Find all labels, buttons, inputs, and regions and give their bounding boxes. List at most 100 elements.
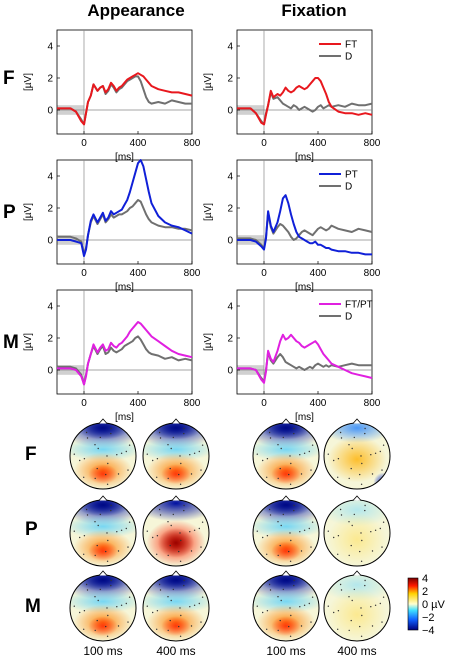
electrode-dot (106, 560, 109, 562)
electrode-dot (379, 527, 381, 530)
y-axis-label: [µV] (203, 73, 214, 91)
electrode-dot (269, 437, 272, 439)
electrode-dot (201, 521, 204, 523)
electrode-dot (266, 535, 269, 537)
electrode-dot (105, 625, 107, 628)
electrode-dot (156, 610, 159, 612)
time-label-2: 400 ms (156, 644, 195, 658)
potential-blob (259, 423, 313, 440)
series-line-d (57, 199, 193, 256)
electrode-dot (201, 596, 204, 598)
electrode-dot (310, 469, 312, 471)
topo-maps (69, 418, 391, 642)
potential-blob (253, 514, 319, 538)
potential-blob (327, 513, 387, 566)
y-tick-label: 4 (47, 302, 53, 313)
nose-marker (171, 570, 181, 576)
potential-blob (271, 464, 301, 485)
axes-frame (236, 29, 373, 135)
potential-blob (157, 528, 195, 558)
x-tick-label: 800 (184, 398, 201, 409)
potential-blob (149, 575, 203, 592)
axes-frame (56, 29, 193, 135)
series-line-d (57, 335, 193, 386)
erp-panel-f-appearance: 0 400 800 0 2 4 [µV] [ms] (23, 29, 201, 163)
electrode-dot (337, 535, 340, 537)
topo-map-f-fixation-400ms (323, 418, 391, 490)
topo-map-p-appearance-100ms (69, 495, 137, 567)
electrode-dot (172, 436, 174, 439)
column-title-fixation: Fixation (281, 1, 346, 20)
erp-panel-p-appearance: 0 400 800 0 2 4 [µV] [ms] (23, 159, 201, 293)
electrode-dot (280, 447, 282, 450)
electrode-dot (277, 629, 279, 632)
electrode-dot (189, 531, 191, 533)
electrode-dot (179, 483, 182, 485)
electrode-dot (303, 452, 306, 454)
electrode-dot (106, 455, 108, 457)
electrode-dot (289, 455, 291, 457)
electrode-dot (79, 611, 81, 614)
electrode-dot (170, 599, 172, 602)
electrode-dot (311, 444, 314, 446)
electrode-dot (110, 584, 112, 587)
electrode-dot (333, 536, 335, 539)
electrode-dot (94, 554, 96, 557)
electrode-dot (371, 550, 374, 552)
x-tick-label: 400 (310, 398, 327, 409)
electrode-dot (201, 444, 204, 446)
x-tick-label: 0 (261, 138, 267, 149)
electrode-dot (85, 583, 88, 586)
electrode-dot (190, 473, 193, 475)
electrode-dot (125, 527, 128, 530)
electrode-dot (183, 509, 185, 512)
electrode-dot (198, 450, 200, 453)
y-tick-label: 4 (47, 172, 53, 183)
electrode-dot (96, 619, 98, 622)
electrode-dot (152, 536, 154, 539)
electrode-dot (156, 458, 159, 460)
potential-blob (76, 423, 130, 440)
electrode-dot (353, 513, 355, 516)
electrode-dot (333, 611, 335, 614)
electrode-dot (120, 452, 123, 454)
nose-marker (352, 570, 362, 576)
electrode-dot (370, 454, 372, 456)
y-axis-label: [µV] (23, 203, 34, 221)
x-tick-label: 800 (364, 268, 381, 279)
x-tick-label: 400 (130, 138, 147, 149)
electrode-dot (364, 509, 366, 512)
electrode-dot (189, 454, 191, 456)
electrode-dot (339, 583, 342, 586)
electrode-dot (268, 508, 271, 511)
colorbar-tick-neg4: −4 (422, 625, 435, 637)
electrode-dot (382, 521, 385, 523)
electrode-dot (348, 521, 350, 523)
electrode-dot (289, 532, 291, 534)
electrode-dot (360, 607, 362, 609)
electrode-dot (364, 427, 366, 430)
electrode-dot (198, 602, 200, 605)
electrode-dot (280, 599, 282, 602)
axes-frame (56, 159, 193, 265)
electrode-dot (360, 635, 363, 637)
electrode-dot (97, 599, 99, 602)
electrode-dot (200, 469, 202, 471)
x-tick-label: 800 (364, 398, 381, 409)
electrode-dot (170, 524, 172, 527)
electrode-dot (256, 453, 258, 455)
y-tick-label: 0 (227, 106, 233, 117)
electrode-dot (359, 550, 361, 553)
potential-blob (161, 616, 191, 637)
electrode-dot (183, 427, 185, 430)
row-label-m: M (3, 332, 19, 353)
electrode-dot (107, 614, 109, 617)
potential-blob (161, 464, 191, 485)
potential-blob (88, 541, 118, 562)
nose-marker (281, 418, 291, 424)
electrode-dot (299, 454, 301, 456)
electrode-dot (374, 529, 377, 531)
electrode-dot (105, 550, 107, 553)
electrode-dot (117, 625, 120, 627)
electrode-dot (371, 625, 374, 627)
